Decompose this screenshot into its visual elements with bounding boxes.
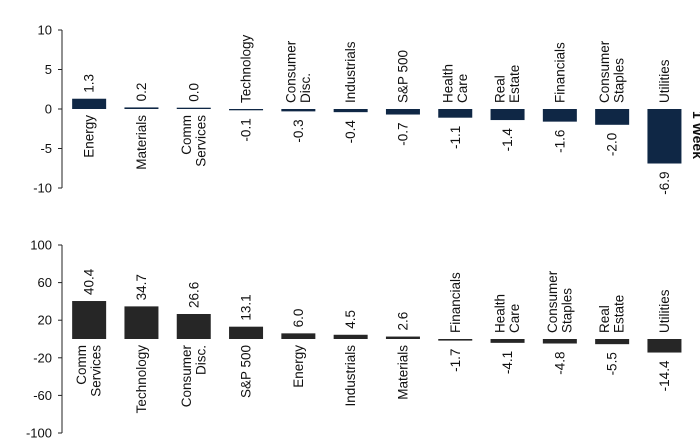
category-label-consumer-disc: ConsumerDisc.	[283, 40, 313, 103]
panel-title: 1 Week	[690, 111, 700, 159]
category-label-health-care: HealthCare	[440, 64, 470, 103]
y-tick-label: 20	[38, 313, 52, 328]
bar-sandp-500	[229, 326, 264, 339]
bar-comm-services	[72, 301, 107, 339]
category-label-industrials: Industrials	[343, 41, 358, 103]
value-label-comm-services: 40.4	[82, 268, 97, 295]
value-label-technology: -0.1	[239, 118, 254, 141]
bar-industrials	[333, 109, 368, 113]
value-label-technology: 34.7	[134, 274, 149, 300]
category-label-consumer-disc: ConsumerDisc.	[179, 345, 209, 408]
bar-technology	[124, 306, 159, 339]
y-tick-label: 60	[38, 275, 52, 290]
value-label-financials: -1.6	[552, 130, 567, 153]
value-label-health-care: -1.1	[448, 126, 463, 149]
bar-materials	[385, 336, 420, 339]
y-tick-label: -100	[26, 426, 52, 441]
panel-2: 100 60 20 -20 -60 -100 40.4 CommServices 34.7 Tec…	[26, 238, 682, 441]
value-label-energy: 1.3	[82, 74, 97, 93]
value-label-consumer-staples: -2.0	[605, 133, 620, 156]
value-label-sandp-500: 13.1	[239, 294, 254, 320]
category-label-energy: Energy	[82, 115, 97, 158]
category-label-materials: Materials	[134, 115, 149, 170]
bar-comm-services	[176, 107, 211, 109]
value-label-comm-services: 0.0	[186, 83, 201, 102]
category-label-sandp-500: S&P 500	[239, 345, 254, 398]
bar-sandp-500	[385, 109, 420, 115]
value-label-materials: 2.6	[395, 312, 410, 331]
bar-consumer-disc	[176, 313, 211, 339]
y-tick-label: -60	[33, 388, 52, 403]
bar-utilities	[647, 339, 682, 353]
value-label-industrials: -0.4	[343, 120, 358, 144]
category-label-technology: Technology	[134, 345, 149, 414]
bar-energy	[72, 98, 107, 109]
category-label-utilities: Utilities	[657, 59, 672, 103]
value-label-utilities: -14.4	[657, 360, 672, 391]
bar-technology	[229, 109, 264, 111]
bar-consumer-staples	[542, 339, 577, 344]
y-tick-label: -5	[40, 141, 52, 156]
bar-utilities	[647, 109, 682, 164]
bar-health-care	[490, 339, 525, 343]
value-label-real-estate: -1.4	[500, 128, 515, 152]
value-label-consumer-disc: -0.3	[291, 119, 306, 142]
category-label-comm-services: CommServices	[179, 115, 209, 167]
bar-industrials	[333, 334, 368, 339]
y-tick-label: -10	[33, 181, 52, 196]
value-label-real-estate: -5.5	[605, 352, 620, 375]
category-label-materials: Materials	[395, 345, 410, 400]
value-label-utilities: -6.9	[657, 172, 672, 195]
bar-consumer-staples	[595, 109, 630, 125]
value-label-materials: 0.2	[134, 83, 149, 102]
value-label-industrials: 4.5	[343, 310, 358, 329]
category-label-real-estate: RealEstate	[493, 65, 523, 103]
panel-1: 10 5 0 -5 -10 1.3 Energy 0.2 Materials 0.0 CommSer…	[33, 23, 700, 196]
bar-health-care	[438, 109, 473, 118]
category-label-sandp-500: S&P 500	[395, 50, 410, 103]
category-label-health-care: HealthCare	[493, 294, 523, 333]
y-tick-label: 0	[45, 102, 52, 117]
value-label-consumer-staples: -4.8	[552, 352, 567, 375]
bar-energy	[281, 333, 316, 339]
category-label-technology: Technology	[239, 34, 254, 103]
y-tick-label: 100	[30, 238, 52, 253]
y-tick-label: -20	[33, 350, 52, 365]
y-tick-label: 5	[45, 62, 52, 77]
category-label-energy: Energy	[291, 345, 306, 388]
value-label-financials: -1.7	[448, 349, 463, 372]
value-label-sandp-500: -0.7	[395, 123, 410, 146]
category-label-consumer-staples: ConsumerStaples	[545, 270, 575, 333]
bar-materials	[124, 107, 159, 109]
bar-financials	[438, 339, 473, 341]
category-label-financials: Financials	[448, 272, 463, 333]
y-tick-label: 10	[38, 23, 52, 38]
category-label-utilities: Utilities	[657, 289, 672, 333]
bar-real-estate	[595, 339, 630, 345]
bar-real-estate	[490, 109, 525, 121]
value-label-energy: 6.0	[291, 309, 306, 328]
category-label-consumer-staples: ConsumerStaples	[597, 40, 627, 103]
category-label-comm-services: CommServices	[74, 345, 104, 397]
category-label-real-estate: RealEstate	[597, 295, 627, 333]
value-label-consumer-disc: 26.6	[186, 282, 201, 308]
bar-consumer-disc	[281, 109, 316, 112]
category-label-industrials: Industrials	[343, 345, 358, 407]
category-label-financials: Financials	[552, 42, 567, 103]
bar-financials	[542, 109, 577, 122]
value-label-health-care: -4.1	[500, 351, 515, 374]
